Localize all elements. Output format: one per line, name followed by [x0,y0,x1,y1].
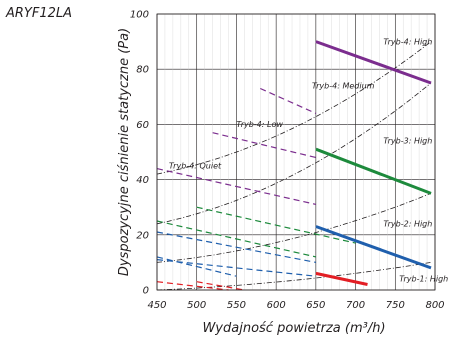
curve-label: Tryb-4: Medium [312,82,375,91]
x-tick-label: 550 [227,300,246,311]
x-tick-label: 600 [267,300,286,311]
fan-curve-dashed [156,256,237,277]
x-tick-label: 500 [187,300,206,311]
fan-curve-dashed [196,281,245,291]
curve-label: Tryb-3: High [383,137,432,146]
y-tick-label: 20 [136,230,149,241]
x-tick-label: 650 [306,300,325,311]
fan-curve-dashed [156,281,229,291]
system-resistance-curve [156,262,432,291]
fan-curve-dashed [212,132,317,159]
y-tick-label: 60 [136,120,149,131]
fan-curve-dashed [156,231,317,263]
curve-label: Tryb-4: Low [236,120,283,129]
y-axis-label: Dyspozycyjne ciśnienie statyczne (Pa) [117,28,132,276]
fan-curve-dashed [156,220,317,258]
plot-frame [156,13,436,291]
fan-curve-solid [315,225,432,270]
fan-curve-solid [315,147,432,195]
y-tick-label: 100 [130,10,149,21]
x-axis-label: Wydajność powietrza (m³/h) [202,321,385,336]
fan-curve-solid [315,40,432,85]
x-tick-label: 800 [425,300,444,311]
fan-curve-dashed [196,206,356,244]
x-tick-label: 700 [346,300,365,311]
y-tick-label: 0 [143,286,149,297]
curve-label: Tryb-1: High [399,275,448,284]
curve-label: Tryb-2: High [383,220,432,229]
x-tick-label: 750 [386,300,405,311]
system-resistance-curve [156,41,432,175]
fan-curve-solid [315,271,368,286]
curve-label: Tryb-4: High [383,37,432,46]
system-resistance-curve [156,82,432,225]
system-resistance-curve [156,193,432,263]
x-tick-label: 450 [147,300,166,311]
y-tick-label: 40 [136,175,149,186]
y-tick-label: 80 [136,65,149,76]
fan-curve-dashed [260,87,317,114]
fan-curve-dashed [156,259,316,277]
model-label: ARYF12LA [6,6,73,21]
fan-curve-dashed [156,168,317,205]
curve-label: Tryb-4: Quiet [169,162,222,171]
